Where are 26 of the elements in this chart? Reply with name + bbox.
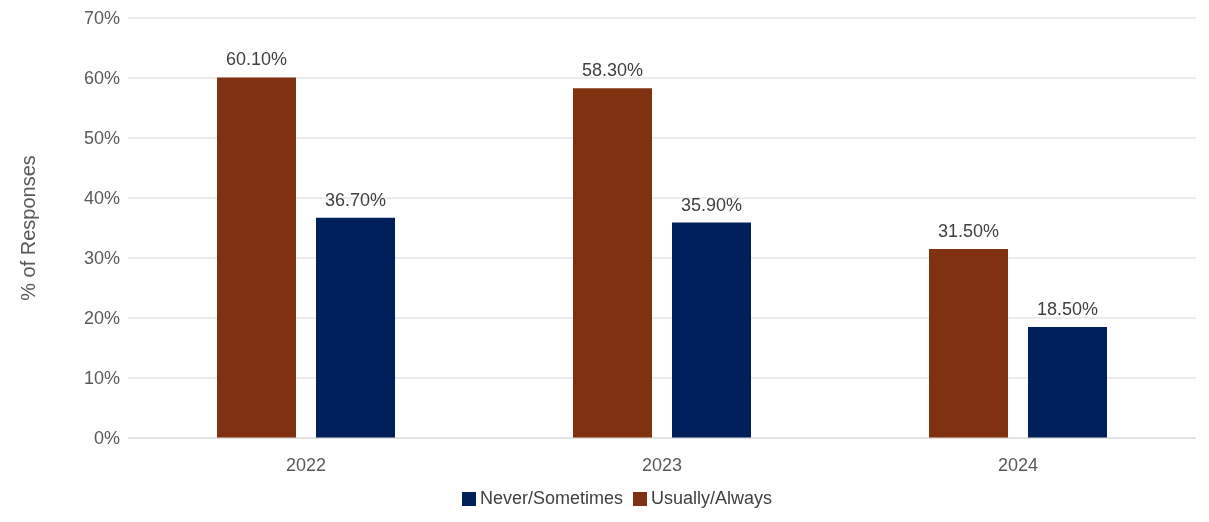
y-tick-label: 50% [83, 128, 120, 149]
data-label: 58.30% [581, 60, 644, 81]
data-label: 36.70% [324, 189, 387, 210]
data-label: 31.50% [937, 221, 1000, 241]
bar [1028, 327, 1107, 438]
y-tick-label: 10% [83, 368, 120, 389]
y-tick-label: 40% [83, 188, 120, 209]
x-tick-label: 2024 [997, 454, 1039, 475]
legend-label: Usually/Always [651, 488, 773, 508]
y-axis-title: % of Responses [17, 155, 40, 301]
x-tick-label: 2023 [641, 454, 683, 475]
bar [316, 217, 395, 438]
bar [217, 77, 296, 438]
y-tick-label: 30% [83, 248, 120, 269]
y-tick-label: 60% [83, 68, 120, 89]
data-label: 35.90% [680, 194, 743, 215]
y-tick-label: 0% [93, 428, 120, 449]
y-tick-label: 70% [83, 8, 120, 29]
data-label: 60.10% [225, 49, 288, 70]
legend-label: Never/Sometimes [479, 488, 623, 508]
bar [672, 222, 751, 438]
x-tick-label: 2022 [285, 454, 327, 475]
bar [573, 88, 652, 438]
data-label: 18.50% [1036, 299, 1099, 319]
y-tick-label: 20% [83, 308, 120, 329]
bar [929, 249, 1008, 438]
